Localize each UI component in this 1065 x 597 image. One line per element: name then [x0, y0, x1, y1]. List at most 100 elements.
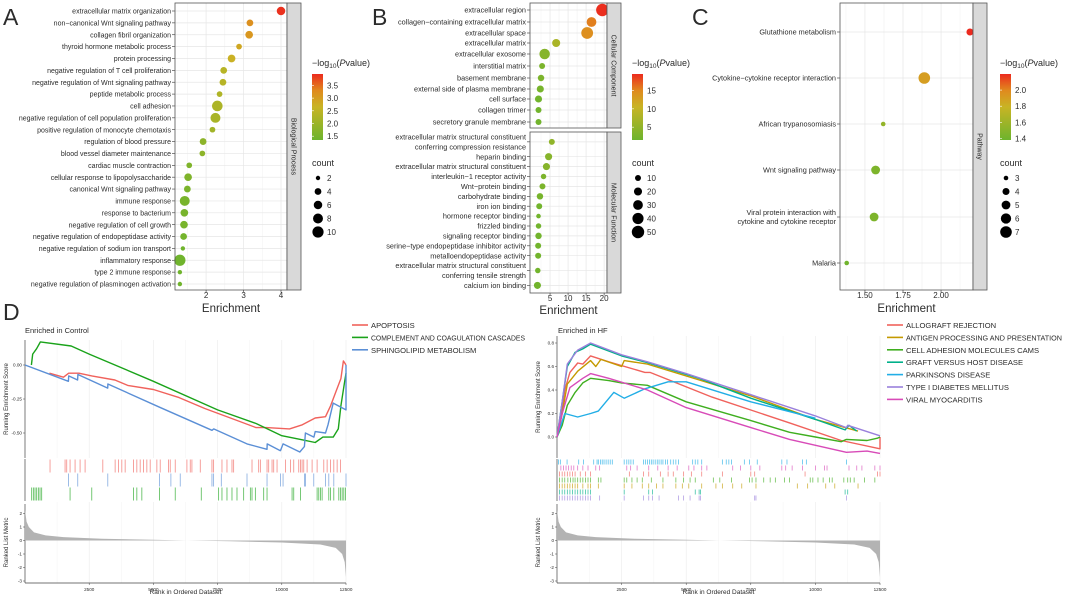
plot-panel: [530, 132, 607, 293]
term-label: interstitial matrix: [473, 62, 526, 71]
metric-tick-label: -1: [18, 552, 23, 557]
term-label: carbohydrate binding: [458, 192, 526, 201]
x-tick-label: 4: [279, 291, 284, 300]
metric-tick-label: 2: [551, 511, 554, 516]
term-label: inflammatory response: [100, 258, 171, 265]
size-legend-label: 10: [327, 228, 336, 237]
dot-point: [179, 195, 190, 206]
x-axis-title: Enrichment: [539, 305, 598, 317]
legend-title-part: (: [337, 58, 340, 68]
es-curve: [30, 341, 347, 444]
term-label: collagen trimer: [478, 106, 526, 115]
dot-point: [880, 121, 886, 127]
term-label: conferring compression resistance: [415, 142, 526, 151]
legend-title-part: 10: [329, 63, 337, 70]
panel-label-a: A: [3, 4, 19, 30]
es-curve: [556, 342, 881, 438]
term-label: collagen fibril organization: [90, 32, 171, 39]
panel-label-d: D: [3, 299, 20, 325]
term-label: extracellular matrix structural constitu…: [395, 133, 526, 142]
facet-strip: [606, 2, 622, 129]
term-label: basement membrane: [457, 74, 526, 83]
dot-point: [183, 185, 191, 193]
dot-point: [869, 212, 879, 222]
term-label: African trypanosomiasis: [759, 120, 837, 129]
term-label: external side of plasma membrane: [414, 85, 526, 94]
dot-point: [535, 223, 542, 229]
term-label: extracellular matrix structural constitu…: [395, 162, 526, 171]
x-axis-title: Rank in Ordered Dataset: [150, 589, 222, 596]
term-label: Wnt−protein binding: [461, 182, 526, 191]
size-legend-label: 40: [647, 215, 656, 224]
dot-point: [184, 173, 192, 182]
color-legend-title: −log10(Pvalue): [632, 58, 690, 70]
dot-point: [545, 153, 553, 161]
metric-tick-label: -2: [18, 565, 23, 570]
legend-label: CELL ADHESION MOLECULES CAMS: [906, 346, 1039, 355]
metric-tick-label: -1: [550, 552, 555, 557]
color-bar: [632, 74, 643, 140]
dot-point: [186, 162, 193, 169]
color-legend-label: 2.5: [327, 107, 339, 116]
es-tick-label: 0.6: [548, 364, 555, 369]
dot-point: [844, 260, 849, 266]
term-label: canonical Wnt signaling pathway: [69, 187, 171, 194]
gsea-plot: Enriched in HF 0.8 0.6 0.4 0.2 0.0 2 1 0 -1 -2 -3 25…: [536, 321, 1062, 596]
dot-point: [180, 233, 188, 240]
x-tick-label: 3: [241, 291, 246, 300]
x-tick-label: 5000: [681, 587, 692, 592]
term-label: regulation of blood pressure: [84, 139, 171, 146]
metric-tick-label: -3: [550, 579, 555, 584]
size-legend-label: 5: [1015, 201, 1020, 210]
term-label: extracellular exosome: [455, 50, 526, 59]
es-curve: [556, 377, 881, 443]
term-label: protein processing: [114, 56, 171, 63]
size-legend-label: 30: [647, 201, 656, 210]
dot-point: [174, 254, 186, 266]
plot-panel: [175, 3, 287, 290]
term-label: negative regulation of cell growth: [69, 222, 171, 229]
size-legend-dot: [312, 226, 324, 238]
es-curve: [49, 360, 347, 430]
term-label: heparin binding: [476, 152, 526, 161]
term-label: extracellular matrix structural constitu…: [395, 261, 526, 270]
dot-point: [918, 72, 931, 84]
dot-point: [177, 269, 183, 275]
dot-point: [276, 6, 286, 16]
dot-point: [542, 163, 550, 171]
x-tick-label: 12500: [874, 587, 887, 592]
size-legend-dot: [1000, 213, 1012, 224]
color-bar: [312, 74, 323, 140]
x-tick-label: 10: [564, 294, 573, 303]
dot-point: [212, 100, 223, 112]
metric-tick-label: 1: [551, 525, 554, 530]
dot-point: [180, 208, 189, 217]
dot-point: [536, 203, 543, 210]
dot-point: [246, 19, 254, 27]
legend-title-part: 10: [649, 63, 657, 70]
legend-title-part: P: [1028, 58, 1034, 68]
term-label: Malaria: [812, 259, 837, 268]
color-legend-label: 1.8: [1015, 102, 1027, 111]
dot-plot-b: extracellular region collagen−containing …: [386, 2, 690, 317]
size-legend-dot: [633, 187, 643, 196]
size-legend-label: 10: [647, 174, 656, 183]
es-y-axis-title: Running Enrichment Score: [4, 362, 10, 434]
x-axis-title: Enrichment: [877, 303, 936, 315]
legend-title-part: (: [657, 58, 660, 68]
dot-point: [533, 281, 541, 289]
dot-point: [245, 30, 254, 39]
legend-label: COMPLEMENT AND COAGULATION CASCADES: [371, 333, 525, 342]
x-tick-label: 5000: [148, 587, 159, 592]
term-label: interleukin−1 receptor activity: [431, 172, 526, 181]
size-legend-dot: [315, 175, 321, 181]
legend-label: ANTIGEN PROCESSING AND PRESENTATION: [906, 333, 1062, 342]
term-label: cardiac muscle contraction: [88, 163, 171, 170]
dot-point: [552, 38, 561, 48]
es-tick-label: 0.00: [13, 363, 22, 368]
term-label: iron ion binding: [477, 202, 527, 211]
term-label: Viral protein interaction with: [746, 208, 836, 217]
facet-strip: [606, 131, 622, 294]
x-axis-title: Rank in Ordered Dataset: [683, 589, 755, 596]
